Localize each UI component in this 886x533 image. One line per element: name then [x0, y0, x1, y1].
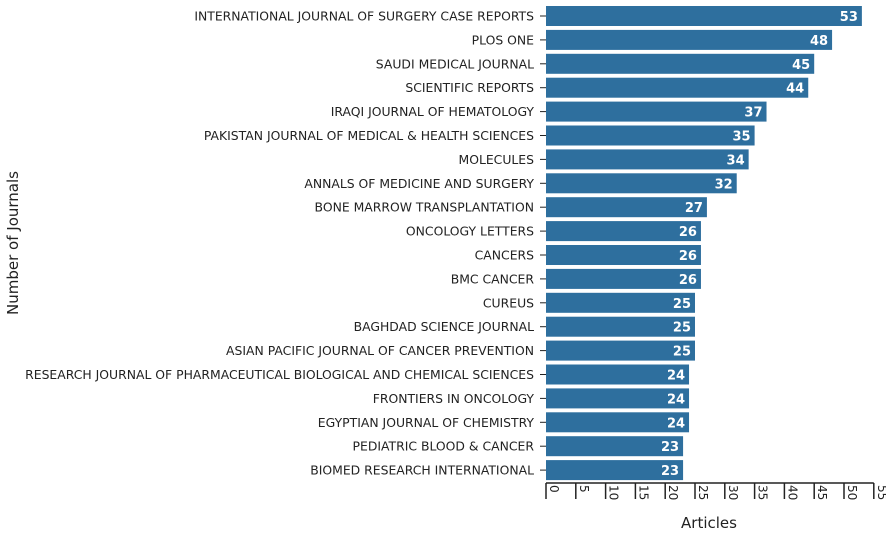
bar — [546, 340, 695, 361]
value-label: 26 — [679, 225, 697, 240]
bar — [546, 53, 815, 74]
value-label: 53 — [840, 10, 858, 25]
x-tick-label: 10 — [607, 485, 621, 500]
x-tick-label: 50 — [845, 485, 859, 500]
value-label: 32 — [715, 177, 733, 192]
x-tick-label: 15 — [636, 485, 650, 500]
bar — [546, 101, 767, 122]
bar — [546, 412, 690, 433]
bar — [546, 292, 695, 313]
bar — [546, 6, 862, 26]
value-label: 24 — [667, 416, 685, 431]
x-tick-label: 45 — [815, 485, 829, 500]
bar — [546, 173, 737, 194]
x-axis: 0 5 10 15 20 25 30 35 40 45 50 55 — [540, 15, 886, 500]
category-label: PAKISTAN JOURNAL OF MEDICAL & HEALTH SCI… — [204, 128, 534, 143]
value-label: 48 — [810, 34, 828, 49]
bar — [546, 436, 684, 457]
bar — [546, 125, 755, 146]
value-label: 25 — [673, 345, 691, 360]
category-label: MOLECULES — [459, 152, 535, 167]
category-label: IRAQI JOURNAL OF HEMATOLOGY — [331, 104, 535, 119]
value-label: 44 — [786, 82, 804, 97]
category-label: PEDIATRIC BLOOD & CANCER — [353, 439, 535, 454]
category-label: RESEARCH JOURNAL OF PHARMACEUTICAL BIOLO… — [25, 367, 534, 382]
bar — [546, 388, 690, 409]
category-label: PLOS ONE — [472, 32, 535, 47]
x-tick-label: 40 — [785, 485, 799, 500]
value-label: 25 — [673, 297, 691, 312]
category-labels-group: INTERNATIONAL JOURNAL OF SURGERY CASE RE… — [25, 9, 534, 478]
value-label: 35 — [733, 130, 751, 145]
category-label: FRONTIERS IN ONCOLOGY — [373, 391, 535, 406]
value-label: 45 — [792, 58, 810, 73]
x-tick-label: 55 — [875, 485, 886, 500]
category-label: EGYPTIAN JOURNAL OF CHEMISTRY — [318, 415, 535, 430]
value-label: 27 — [685, 201, 703, 216]
x-tick-label: 35 — [756, 485, 770, 500]
bars-group — [546, 6, 862, 481]
category-label: SCIENTIFIC REPORTS — [405, 80, 534, 95]
value-label: 24 — [667, 392, 685, 407]
bar — [546, 364, 690, 385]
x-tick-label: 30 — [726, 485, 740, 500]
x-tick-label: 5 — [577, 485, 591, 493]
category-label: BAGHDAD SCIENCE JOURNAL — [354, 319, 534, 334]
bar — [546, 316, 695, 337]
y-axis-title: Number of Journals — [4, 171, 22, 315]
bar — [546, 77, 809, 98]
bar — [546, 149, 749, 170]
category-label: BMC CANCER — [451, 271, 535, 286]
category-label: ONCOLOGY LETTERS — [406, 224, 534, 239]
value-label: 26 — [679, 249, 697, 264]
category-label: ASIAN PACIFIC JOURNAL OF CANCER PREVENTI… — [226, 343, 534, 358]
bar — [546, 245, 701, 265]
bar — [546, 460, 684, 481]
category-label: CUREUS — [483, 295, 534, 310]
bar — [546, 197, 707, 218]
category-label: ANNALS OF MEDICINE AND SURGERY — [304, 176, 534, 191]
value-label: 23 — [661, 440, 679, 455]
x-tick-label: 25 — [696, 485, 710, 500]
category-label: BONE MARROW TRANSPLANTATION — [315, 200, 534, 215]
x-tick-label: 0 — [547, 485, 561, 493]
value-label: 34 — [727, 153, 745, 168]
value-label: 26 — [679, 273, 697, 288]
value-label: 24 — [667, 369, 685, 384]
category-label: CANCERS — [475, 248, 534, 263]
category-label: INTERNATIONAL JOURNAL OF SURGERY CASE RE… — [194, 9, 534, 24]
bar — [546, 268, 701, 289]
x-tick-label: 20 — [666, 485, 680, 500]
value-label: 25 — [673, 321, 691, 336]
value-label: 23 — [661, 464, 679, 479]
bar — [546, 221, 701, 242]
x-axis-title: Articles — [681, 514, 737, 532]
value-label: 37 — [744, 106, 762, 121]
category-label: BIOMED RESEARCH INTERNATIONAL — [310, 463, 534, 478]
category-label: SAUDI MEDICAL JOURNAL — [376, 56, 534, 71]
bar — [546, 29, 833, 50]
